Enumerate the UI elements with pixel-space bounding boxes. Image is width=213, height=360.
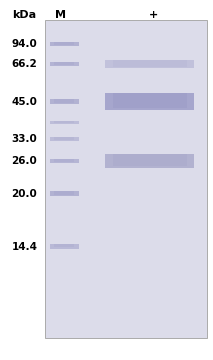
Text: kDa: kDa	[12, 10, 37, 20]
Text: 33.0: 33.0	[12, 134, 37, 144]
Bar	[112, 93, 187, 108]
Bar	[50, 42, 79, 46]
Bar	[50, 191, 79, 196]
Bar	[54, 191, 74, 195]
Text: 94.0: 94.0	[12, 39, 37, 49]
Text: 14.4: 14.4	[12, 242, 37, 252]
Bar	[54, 121, 74, 123]
Text: 26.0: 26.0	[12, 156, 37, 166]
Bar	[50, 62, 79, 66]
Bar	[50, 121, 79, 124]
Bar	[54, 159, 74, 162]
Text: M: M	[55, 10, 66, 20]
Bar	[112, 60, 187, 67]
Bar	[54, 99, 74, 103]
Bar	[50, 99, 79, 104]
Bar	[54, 42, 74, 45]
Bar	[105, 93, 194, 110]
Text: 20.0: 20.0	[12, 189, 37, 199]
Bar	[54, 244, 74, 247]
Bar	[50, 244, 79, 249]
Bar	[45, 20, 207, 338]
Bar	[105, 60, 194, 68]
Text: 66.2: 66.2	[12, 59, 37, 69]
Text: 45.0: 45.0	[12, 96, 37, 107]
Bar	[50, 159, 79, 163]
Text: +: +	[149, 10, 158, 20]
Bar	[54, 62, 74, 64]
Bar	[105, 154, 194, 168]
Bar	[112, 154, 187, 166]
Bar	[50, 137, 79, 141]
Bar	[54, 137, 74, 140]
